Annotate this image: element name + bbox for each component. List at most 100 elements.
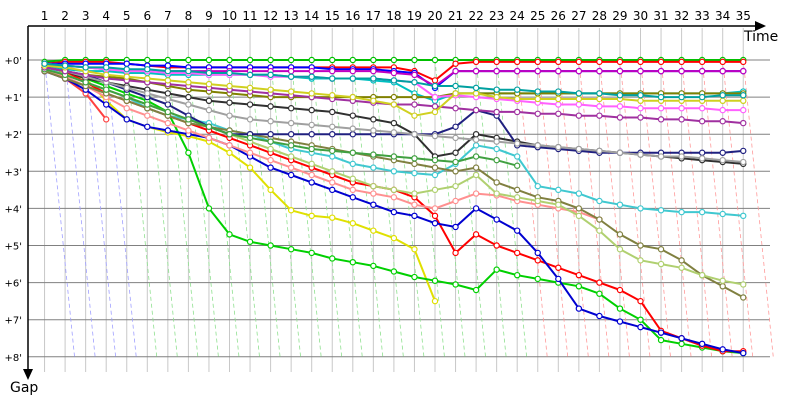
series-point bbox=[431, 103, 439, 110]
series-point bbox=[308, 56, 315, 64]
series-point bbox=[555, 264, 562, 271]
series-point bbox=[534, 67, 541, 75]
y-axis-label: Gap bbox=[10, 380, 38, 396]
series-point bbox=[308, 160, 315, 168]
series-point bbox=[246, 84, 254, 92]
series-point bbox=[616, 58, 624, 66]
series-point bbox=[719, 149, 726, 156]
series-point bbox=[390, 93, 398, 101]
series-point bbox=[698, 149, 706, 156]
series-point bbox=[287, 130, 295, 138]
series-point bbox=[719, 97, 726, 105]
series-point bbox=[226, 99, 233, 106]
series-point bbox=[657, 207, 665, 214]
lap-guideline bbox=[578, 59, 610, 357]
series-point bbox=[555, 143, 562, 151]
series-point bbox=[493, 179, 500, 186]
series-point bbox=[349, 149, 356, 156]
series-point bbox=[575, 145, 583, 153]
series-point bbox=[452, 168, 459, 175]
series-22 bbox=[41, 62, 747, 119]
series-point bbox=[678, 116, 685, 123]
series-point bbox=[246, 164, 254, 171]
series-point bbox=[164, 62, 172, 69]
series-point bbox=[411, 155, 418, 162]
series-point bbox=[349, 220, 356, 227]
x-tick-label: 14 bbox=[304, 9, 319, 23]
series-point bbox=[431, 186, 439, 194]
series-point bbox=[514, 162, 521, 169]
lap-guideline bbox=[208, 59, 240, 357]
series-point bbox=[719, 210, 726, 218]
series-point bbox=[740, 281, 747, 288]
series-point bbox=[452, 105, 459, 112]
series-point bbox=[637, 92, 644, 99]
series-point bbox=[390, 153, 398, 160]
series-point bbox=[452, 67, 459, 75]
series-point bbox=[514, 153, 521, 160]
series-point bbox=[164, 56, 172, 64]
series-point bbox=[411, 112, 418, 119]
series-point bbox=[431, 297, 439, 305]
series-point bbox=[390, 119, 398, 127]
series-point bbox=[575, 58, 583, 66]
series-point bbox=[205, 123, 213, 130]
series-point bbox=[431, 220, 439, 227]
series-point bbox=[390, 77, 398, 84]
series-point bbox=[493, 138, 500, 145]
series-point bbox=[308, 145, 315, 153]
series-point bbox=[185, 79, 192, 86]
series-point bbox=[452, 223, 459, 231]
series-point bbox=[370, 190, 377, 197]
y-tick-label: +1' bbox=[5, 93, 23, 104]
lap-guideline bbox=[393, 59, 425, 357]
series-point bbox=[329, 214, 336, 221]
x-tick-label: 24 bbox=[510, 9, 525, 23]
series-point bbox=[205, 106, 213, 114]
series-point bbox=[719, 346, 726, 353]
series-point bbox=[411, 246, 418, 253]
series-point bbox=[267, 56, 274, 64]
series-point bbox=[144, 101, 151, 108]
series-point bbox=[308, 90, 315, 97]
x-tick-label: 29 bbox=[612, 9, 627, 23]
series-point bbox=[575, 305, 583, 312]
series-point bbox=[534, 142, 541, 149]
series-point bbox=[205, 80, 213, 88]
series-point bbox=[267, 118, 274, 125]
series-point bbox=[287, 56, 295, 64]
series-point bbox=[637, 297, 644, 305]
lap-guideline bbox=[742, 59, 774, 357]
series-point bbox=[370, 97, 377, 105]
series-point bbox=[452, 182, 459, 190]
series-point bbox=[472, 205, 480, 212]
lap-guideline bbox=[599, 59, 630, 357]
series-point bbox=[514, 86, 521, 93]
series-point bbox=[287, 207, 295, 214]
x-tick-label: 30 bbox=[633, 9, 648, 23]
x-tick-label: 26 bbox=[551, 9, 566, 23]
series-point bbox=[390, 194, 398, 201]
series-point bbox=[555, 67, 562, 75]
series-point bbox=[144, 123, 151, 130]
series-point bbox=[596, 58, 603, 66]
series-point bbox=[452, 60, 459, 67]
series-point bbox=[267, 86, 274, 93]
series-group bbox=[41, 56, 747, 357]
series-point bbox=[164, 67, 172, 75]
series-point bbox=[370, 164, 377, 171]
series-point bbox=[267, 186, 274, 194]
series-point bbox=[102, 101, 110, 108]
series-point bbox=[637, 205, 644, 212]
series-point bbox=[575, 67, 583, 75]
y-tick-label: +7' bbox=[5, 316, 23, 327]
axes: Time Gap bbox=[10, 21, 778, 396]
series-point bbox=[287, 153, 295, 160]
series-point bbox=[431, 171, 439, 179]
series-point bbox=[287, 105, 295, 112]
lap-guideline bbox=[434, 59, 466, 357]
series-point bbox=[452, 158, 459, 166]
series-point bbox=[657, 336, 665, 344]
series-point bbox=[123, 105, 130, 112]
